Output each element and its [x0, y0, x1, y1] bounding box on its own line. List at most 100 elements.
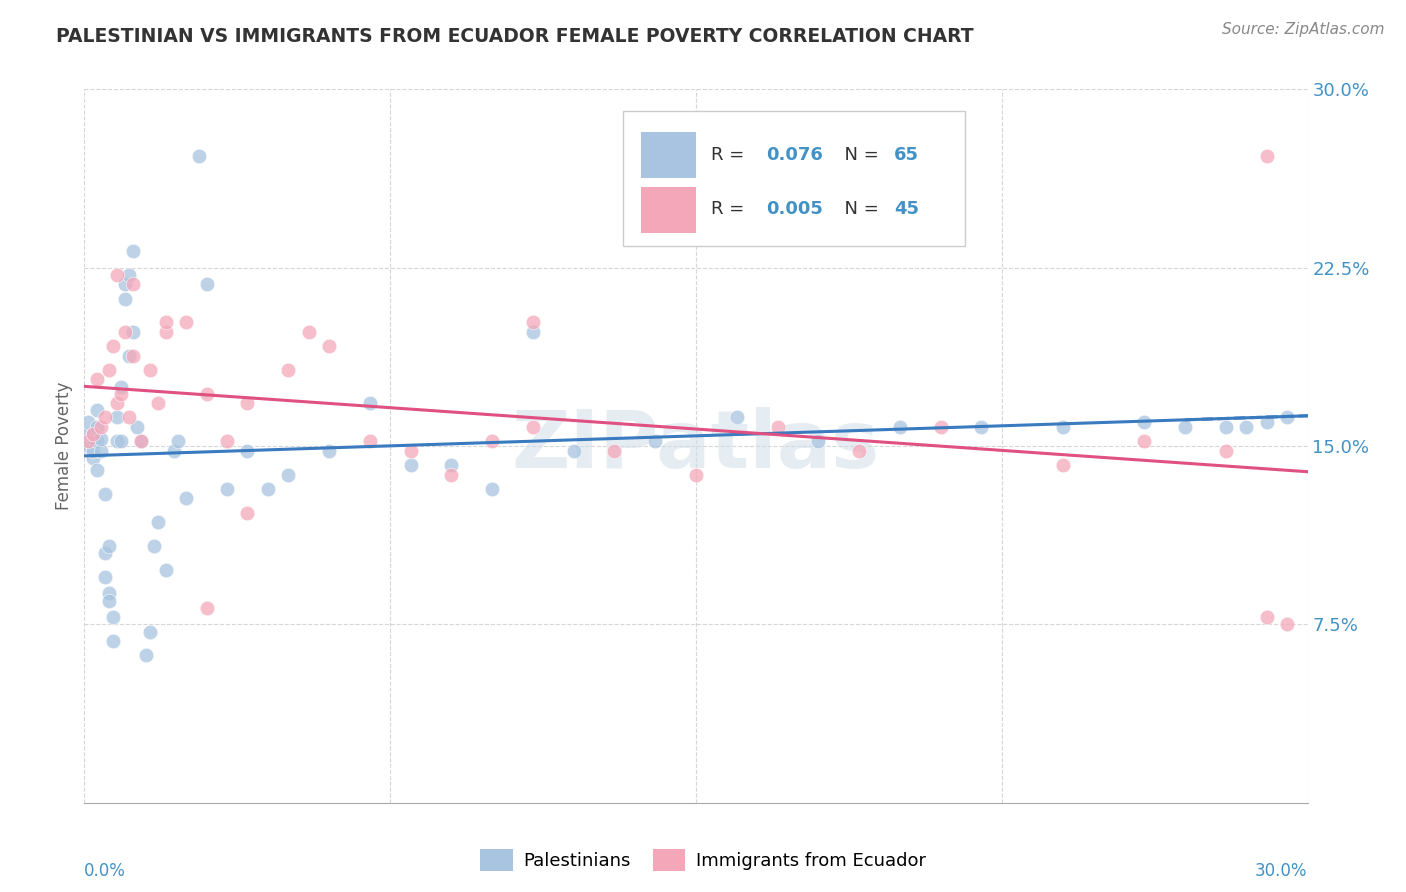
- Text: N =: N =: [832, 146, 884, 164]
- Point: [1256, 415, 1278, 429]
- Point: [163, 443, 186, 458]
- Point: [118, 268, 141, 282]
- Point: [105, 268, 128, 282]
- Point: [1277, 410, 1299, 425]
- Point: [86, 420, 108, 434]
- Point: [522, 325, 544, 339]
- Point: [118, 410, 141, 425]
- Point: [644, 434, 666, 449]
- Point: [127, 420, 149, 434]
- Point: [142, 539, 165, 553]
- Point: [93, 570, 115, 584]
- Point: [86, 403, 108, 417]
- Point: [1052, 420, 1074, 434]
- Point: [1256, 149, 1278, 163]
- Point: [277, 467, 299, 482]
- Point: [1215, 443, 1237, 458]
- Point: [1133, 415, 1156, 429]
- Point: [399, 458, 422, 472]
- Point: [1133, 434, 1156, 449]
- Point: [1256, 610, 1278, 624]
- Point: [146, 396, 169, 410]
- Point: [90, 420, 112, 434]
- Point: [167, 434, 190, 449]
- Point: [217, 482, 239, 496]
- Point: [236, 506, 259, 520]
- Point: [101, 634, 124, 648]
- Point: [195, 277, 218, 292]
- Point: [82, 427, 104, 442]
- Point: [1174, 420, 1197, 434]
- Point: [110, 379, 132, 393]
- Point: [122, 244, 145, 258]
- Point: [86, 372, 108, 386]
- Point: [298, 325, 321, 339]
- Point: [155, 325, 177, 339]
- Point: [97, 363, 120, 377]
- Point: [77, 427, 100, 442]
- Text: R =: R =: [710, 146, 749, 164]
- Point: [122, 349, 145, 363]
- Text: 0.076: 0.076: [766, 146, 823, 164]
- Text: R =: R =: [710, 200, 749, 218]
- Point: [146, 515, 169, 529]
- Point: [155, 563, 177, 577]
- Point: [118, 349, 141, 363]
- Point: [122, 325, 145, 339]
- Point: [93, 410, 115, 425]
- Point: [86, 463, 108, 477]
- Point: [97, 586, 120, 600]
- Point: [725, 410, 748, 425]
- Point: [766, 420, 789, 434]
- Point: [110, 434, 132, 449]
- Text: N =: N =: [832, 200, 884, 218]
- Point: [807, 434, 830, 449]
- Point: [522, 315, 544, 329]
- Point: [970, 420, 993, 434]
- Point: [195, 600, 218, 615]
- Point: [257, 482, 280, 496]
- Point: [122, 277, 145, 292]
- Point: [114, 325, 136, 339]
- Point: [1277, 617, 1299, 632]
- Point: [440, 458, 463, 472]
- Text: PALESTINIAN VS IMMIGRANTS FROM ECUADOR FEMALE POVERTY CORRELATION CHART: PALESTINIAN VS IMMIGRANTS FROM ECUADOR F…: [56, 27, 974, 45]
- FancyBboxPatch shape: [623, 111, 965, 246]
- Point: [440, 467, 463, 482]
- Point: [82, 427, 104, 442]
- Y-axis label: Female Poverty: Female Poverty: [55, 382, 73, 510]
- Point: [481, 482, 503, 496]
- Legend: Palestinians, Immigrants from Ecuador: Palestinians, Immigrants from Ecuador: [472, 842, 934, 879]
- Point: [929, 420, 952, 434]
- Point: [105, 434, 128, 449]
- Point: [77, 439, 100, 453]
- Point: [93, 486, 115, 500]
- Point: [359, 396, 381, 410]
- Point: [82, 443, 104, 458]
- Text: ZIPatlas: ZIPatlas: [512, 407, 880, 485]
- Point: [174, 491, 197, 506]
- Point: [848, 443, 870, 458]
- Text: 30.0%: 30.0%: [1256, 863, 1308, 880]
- Point: [93, 546, 115, 560]
- Text: 65: 65: [894, 146, 920, 164]
- Point: [105, 410, 128, 425]
- Point: [77, 434, 100, 449]
- Point: [114, 292, 136, 306]
- Point: [155, 315, 177, 329]
- Point: [1052, 458, 1074, 472]
- Text: 0.005: 0.005: [766, 200, 823, 218]
- Point: [195, 386, 218, 401]
- Point: [685, 467, 707, 482]
- FancyBboxPatch shape: [641, 187, 696, 234]
- Point: [82, 450, 104, 465]
- Point: [77, 415, 100, 429]
- Text: 45: 45: [894, 200, 920, 218]
- Point: [135, 648, 157, 663]
- Point: [236, 443, 259, 458]
- Point: [217, 434, 239, 449]
- Point: [138, 624, 160, 639]
- Point: [236, 396, 259, 410]
- Point: [131, 434, 153, 449]
- Text: 0.0%: 0.0%: [84, 863, 127, 880]
